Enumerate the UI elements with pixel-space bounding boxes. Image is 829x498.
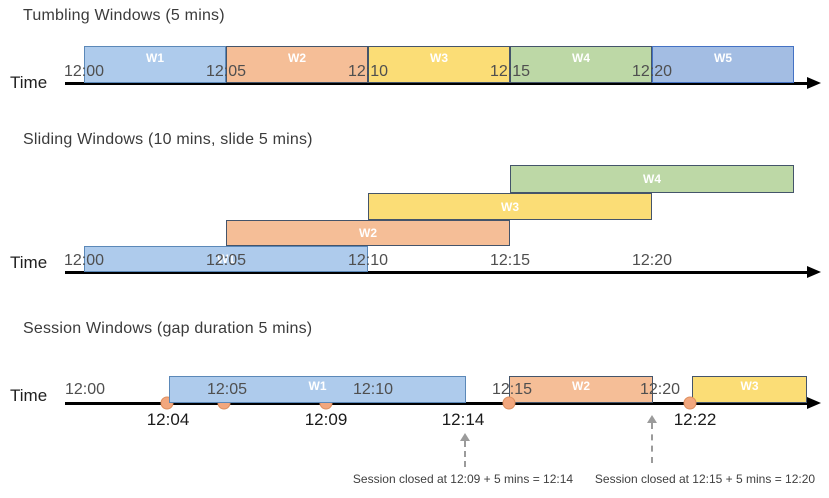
window-w1-tumbling — [84, 46, 226, 83]
tick-label-session-12:05: 12:05 — [206, 381, 248, 398]
window-label-w4-sliding: W4 — [643, 172, 661, 186]
window-w1-sliding — [84, 246, 368, 272]
sliding-section-title: Sliding Windows (10 mins, slide 5 mins) — [23, 131, 313, 148]
window-w1-session — [169, 376, 466, 403]
window-label-w3-sliding: W3 — [501, 200, 519, 214]
event-dot-12:22 — [683, 396, 697, 410]
window-w2-session — [509, 376, 653, 403]
session-time-axis-label: Time — [10, 386, 48, 405]
session-closed-note: Session closed at 12:09 + 5 mins = 12:14 — [352, 472, 574, 486]
callout-up-arrowhead — [647, 415, 657, 423]
window-label-w3-session: W3 — [740, 379, 759, 393]
event-time-label-12:14: 12:14 — [441, 410, 485, 429]
window-w3-session — [692, 376, 807, 403]
window-label-w1-session: W1 — [308, 379, 327, 393]
tick-label-sliding-12:20: 12:20 — [631, 252, 673, 269]
event-dot-12:15 — [502, 396, 516, 410]
window-label-w2-session: W2 — [572, 379, 590, 393]
session-section-title: Session Windows (gap duration 5 mins) — [23, 320, 313, 337]
tick-label-tumbling-12:05: 12:05 — [205, 63, 247, 80]
time-axis-arrowhead-session — [807, 397, 821, 409]
window-w4-sliding — [510, 165, 794, 193]
callout-up-arrowhead — [460, 433, 470, 441]
window-w4-tumbling — [510, 46, 652, 83]
tumbling-section-title: Tumbling Windows (5 mins) — [23, 7, 225, 24]
callout-dashed-line — [464, 441, 466, 467]
time-axis-tumbling — [65, 82, 807, 85]
tick-label-session-12:10: 12:10 — [352, 381, 394, 398]
window-w5-tumbling — [652, 46, 794, 83]
tick-label-tumbling-12:10: 12:10 — [347, 63, 389, 80]
time-axis-arrowhead-sliding — [807, 266, 821, 278]
tick-label-sliding-12:15: 12:15 — [489, 252, 531, 269]
callout-dashed-line — [651, 423, 653, 463]
tick-label-session-12:20: 12:20 — [639, 381, 681, 398]
tick-label-tumbling-12:20: 12:20 — [631, 63, 673, 80]
window-label-w5-tumbling: W5 — [714, 51, 732, 65]
window-w3-sliding — [368, 193, 652, 220]
tick-label-sliding-12:10: 12:10 — [347, 252, 389, 269]
window-label-w2-sliding: W2 — [359, 226, 377, 240]
tumbling-time-axis-label: Time — [10, 73, 48, 92]
window-label-w1-tumbling: W1 — [146, 51, 164, 65]
time-axis-arrowhead-tumbling — [807, 77, 821, 89]
window-label-w2-tumbling: W2 — [288, 51, 306, 65]
event-time-label-12:09: 12:09 — [304, 410, 348, 429]
window-w2-sliding — [226, 220, 510, 246]
window-label-w3-tumbling: W3 — [430, 51, 448, 65]
window-label-w1-sliding: W1 — [217, 252, 235, 266]
tick-label-session-12:00: 12:00 — [64, 381, 106, 398]
tick-label-sliding-12:00: 12:00 — [63, 252, 105, 269]
window-w3-tumbling — [368, 46, 510, 83]
event-time-label-12:04: 12:04 — [146, 410, 190, 429]
time-axis-sliding — [65, 271, 807, 274]
window-w2-tumbling — [226, 46, 368, 83]
session-closed-note: Session closed at 12:15 + 5 mins = 12:20 — [594, 472, 816, 486]
tick-label-tumbling-12:15: 12:15 — [489, 63, 531, 80]
time-axis-session — [65, 402, 807, 405]
tick-label-sliding-12:05: 12:05 — [205, 252, 247, 269]
sliding-time-axis-label: Time — [10, 253, 48, 272]
window-label-w4-tumbling: W4 — [572, 51, 590, 65]
tick-label-session-12:15: 12:15 — [491, 381, 533, 398]
event-time-label-12:22: 12:22 — [673, 410, 717, 429]
tick-label-tumbling-12:00: 12:00 — [63, 63, 105, 80]
